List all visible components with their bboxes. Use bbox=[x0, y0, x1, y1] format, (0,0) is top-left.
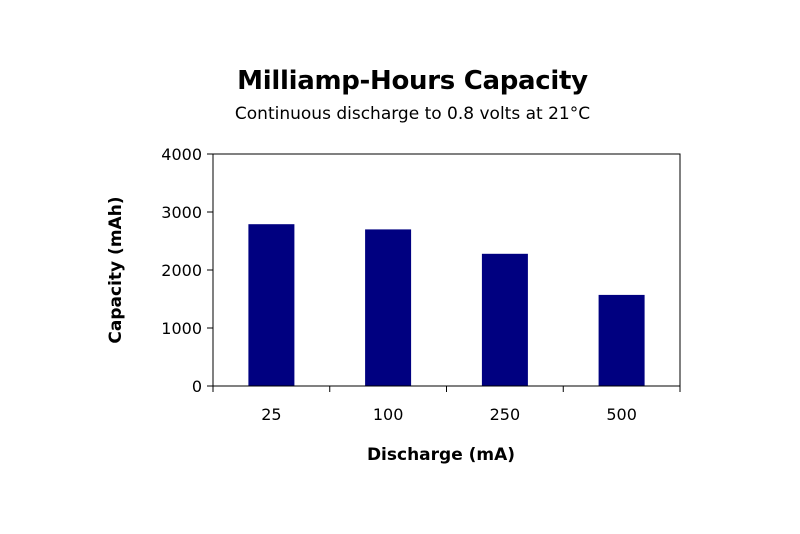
y-tick-label-3000: 3000 bbox=[161, 203, 202, 222]
bar-250 bbox=[481, 253, 528, 386]
bar-25 bbox=[248, 224, 295, 386]
y-tick-label-4000: 4000 bbox=[161, 145, 202, 164]
y-tick-label-0: 0 bbox=[192, 377, 202, 396]
chart-subtitle: Continuous discharge to 0.8 volts at 21°… bbox=[234, 104, 591, 124]
y-axis-label: Capacity (mAh) bbox=[106, 196, 126, 343]
chart-title: Milliamp-Hours Capacity bbox=[237, 66, 588, 96]
x-axis-label: Discharge (mA) bbox=[367, 445, 515, 465]
x-tick-label-250: 250 bbox=[490, 405, 521, 424]
axes-layer bbox=[207, 153, 681, 392]
labels-layer: 0 1000 2000 3000 4000 25 100 250 500 bbox=[161, 145, 637, 424]
bar-100 bbox=[365, 229, 412, 386]
x-tick-label-500: 500 bbox=[606, 405, 637, 424]
x-tick-label-25: 25 bbox=[261, 405, 281, 424]
x-tick-label-100: 100 bbox=[373, 405, 404, 424]
y-tick-label-2000: 2000 bbox=[161, 261, 202, 280]
bars-layer bbox=[248, 224, 645, 386]
bar-500 bbox=[598, 294, 645, 386]
y-tick-label-1000: 1000 bbox=[161, 319, 202, 338]
